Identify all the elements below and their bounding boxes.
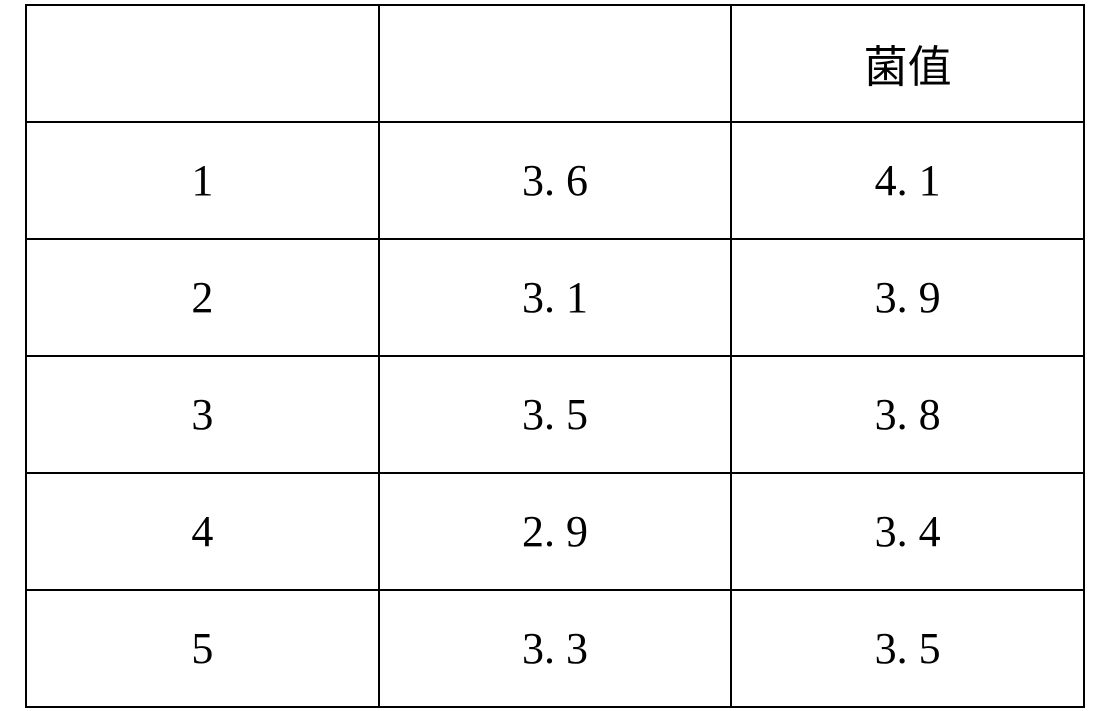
table-header-row: 菌值 [26, 5, 1084, 122]
cell: 3. 5 [379, 356, 732, 473]
cell: 3. 4 [731, 473, 1084, 590]
cell: 3. 6 [379, 122, 732, 239]
cell: 1 [26, 122, 379, 239]
cell: 2 [26, 239, 379, 356]
cell: 3. 5 [731, 590, 1084, 707]
cell: 3 [26, 356, 379, 473]
cell: 3. 3 [379, 590, 732, 707]
table-row: 1 3. 6 4. 1 [26, 122, 1084, 239]
table-row: 2 3. 1 3. 9 [26, 239, 1084, 356]
data-table: 菌值 1 3. 6 4. 1 2 3. 1 3. 9 3 3. 5 3. 8 4… [25, 4, 1085, 708]
table-row: 3 3. 5 3. 8 [26, 356, 1084, 473]
header-col-2: 菌值 [731, 5, 1084, 122]
table-row: 4 2. 9 3. 4 [26, 473, 1084, 590]
table-row: 5 3. 3 3. 5 [26, 590, 1084, 707]
cell: 2. 9 [379, 473, 732, 590]
cell: 3. 1 [379, 239, 732, 356]
header-col-0 [26, 5, 379, 122]
header-col-1 [379, 5, 732, 122]
cell: 3. 9 [731, 239, 1084, 356]
cell: 3. 8 [731, 356, 1084, 473]
cell: 4 [26, 473, 379, 590]
cell: 4. 1 [731, 122, 1084, 239]
cell: 5 [26, 590, 379, 707]
